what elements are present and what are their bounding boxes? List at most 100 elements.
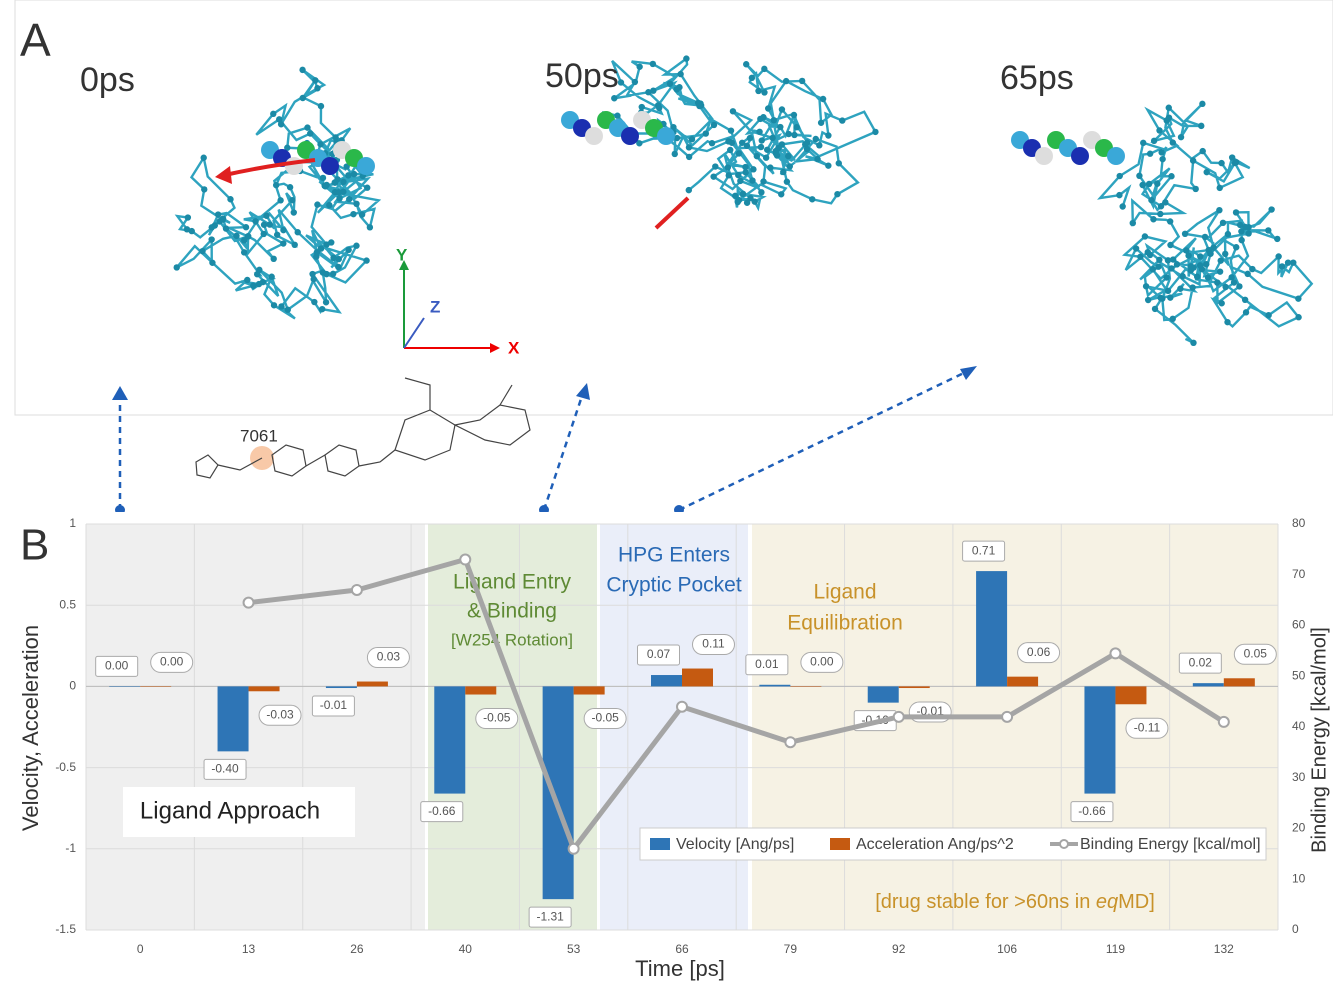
atom <box>835 160 842 167</box>
atom <box>825 162 832 169</box>
bar <box>867 686 899 703</box>
panel-b-label: B <box>20 521 49 570</box>
annotation: & Binding <box>467 600 557 623</box>
atom <box>1203 168 1210 176</box>
atom <box>814 155 821 163</box>
atom <box>1139 181 1146 189</box>
bar <box>573 686 605 695</box>
atom <box>1228 154 1236 161</box>
atom <box>353 200 360 208</box>
atom <box>743 199 751 206</box>
atom <box>1197 253 1204 260</box>
atom <box>299 66 306 74</box>
atom <box>782 77 790 85</box>
note-part: eq <box>1096 891 1118 913</box>
atom <box>1233 244 1240 251</box>
atom <box>1177 285 1184 292</box>
atom <box>1265 227 1272 234</box>
atom <box>1216 268 1224 275</box>
atom <box>1119 203 1126 210</box>
atom <box>335 255 342 263</box>
atom <box>1238 236 1245 244</box>
atom <box>263 212 270 219</box>
atom <box>688 136 696 143</box>
value-label-box <box>203 758 247 780</box>
legend-box <box>639 827 1267 861</box>
atom <box>708 140 716 147</box>
x-axis-label: Time [ps] <box>635 956 725 981</box>
ligand-atom <box>357 157 375 175</box>
atom <box>1217 257 1224 264</box>
atom <box>340 178 347 186</box>
value-label-box <box>95 655 139 677</box>
y2-tick-label: 40 <box>1292 719 1306 733</box>
atom <box>1193 273 1201 280</box>
bar <box>976 571 1008 687</box>
atom <box>763 146 771 153</box>
atom <box>739 190 747 198</box>
value-label: -0.66 <box>428 804 456 818</box>
y-tick-label: -0.5 <box>55 760 76 774</box>
atom <box>671 150 678 158</box>
panel-a-frame <box>14 0 1333 416</box>
atom <box>725 138 732 145</box>
atom <box>299 94 306 102</box>
atom <box>645 89 652 96</box>
atom <box>268 273 275 280</box>
atom <box>242 224 250 231</box>
value-label: 0.00 <box>105 659 129 673</box>
line-series <box>248 557 1226 852</box>
atom <box>631 78 639 86</box>
atom <box>317 141 324 148</box>
atom <box>1230 279 1238 286</box>
atom <box>1148 196 1155 204</box>
x-tick-label: 119 <box>1106 942 1125 956</box>
atom <box>244 232 252 240</box>
atom <box>241 237 248 244</box>
atom <box>1232 209 1240 216</box>
atom <box>260 221 268 228</box>
atom <box>364 184 371 191</box>
atom <box>649 60 657 68</box>
atom <box>1150 137 1158 145</box>
atom <box>1158 149 1165 156</box>
annotation: Ligand Approach <box>140 797 320 824</box>
legend-swatch <box>830 838 850 850</box>
atom <box>780 168 787 176</box>
value-label-box <box>528 906 572 928</box>
x-tick-label: 26 <box>350 942 364 956</box>
atom <box>755 87 762 95</box>
bar <box>1192 683 1224 687</box>
y-tick-label: 0.5 <box>59 597 76 611</box>
atom <box>798 77 806 85</box>
atom <box>839 117 846 124</box>
atom <box>758 189 765 196</box>
atom <box>1278 263 1286 270</box>
atom <box>270 255 277 263</box>
atom <box>1167 241 1174 249</box>
legend-label: Acceleration Ang/ps^2 <box>856 836 1014 853</box>
y2-tick-label: 80 <box>1292 516 1306 530</box>
atom <box>1290 259 1297 266</box>
atom <box>201 186 208 193</box>
atom <box>219 215 227 222</box>
annotation: Equilibration <box>787 612 903 635</box>
atom <box>200 154 207 161</box>
x-tick-label: 53 <box>567 942 581 956</box>
protein-renders <box>173 55 1314 347</box>
bar <box>465 686 497 695</box>
atom <box>753 152 761 160</box>
atom <box>310 275 317 283</box>
atom <box>743 142 751 149</box>
value-label: 0.03 <box>377 650 401 664</box>
atom <box>727 146 734 154</box>
atom <box>761 89 768 96</box>
y2-tick-label: 30 <box>1292 770 1306 784</box>
atom <box>790 111 798 119</box>
atom <box>1142 283 1150 290</box>
axis-glyph-label: X <box>508 338 520 357</box>
atom <box>227 196 234 203</box>
atom <box>350 170 358 178</box>
atom <box>1144 248 1151 256</box>
value-label: 0.05 <box>1244 646 1268 660</box>
